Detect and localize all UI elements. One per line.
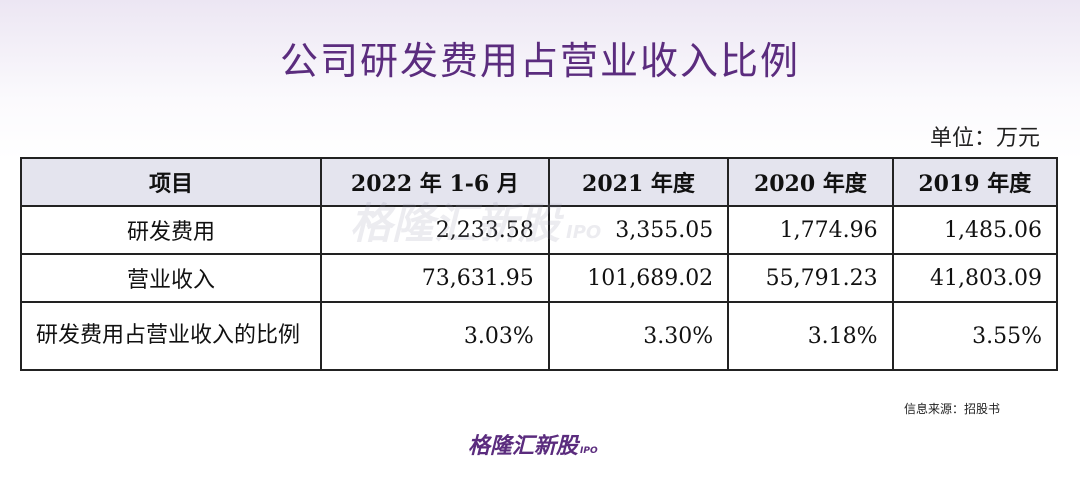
cell: 2,233.58: [320, 205, 550, 255]
cell: 1,774.96: [727, 205, 894, 255]
title: 公司研发费用占营业收入比例: [279, 39, 800, 83]
cell: 73,631.95: [320, 253, 550, 303]
cell: 55,791.23: [727, 253, 894, 303]
cell: 101,689.02: [547, 253, 730, 303]
row-label: 研发费用占营业收入的比例: [20, 301, 322, 371]
cell: 41,803.09: [891, 253, 1059, 303]
row-label: 研发费用: [20, 205, 322, 255]
watermark: 格隆汇新股 IPO: [350, 190, 601, 251]
watermark-text: 格隆汇新股: [350, 199, 561, 248]
column-header: 2019 年度: [891, 157, 1059, 207]
logo-tag: IPO: [580, 446, 598, 456]
cell: 3.30%: [547, 301, 730, 371]
source: 信息来源：招股书: [903, 402, 1000, 416]
unit: 单位：万元: [929, 126, 1040, 151]
row: 研发费用 2,233.58 3,355.05 1,774.96 1,485.06: [20, 205, 1059, 255]
column-header: 2020 年度: [727, 157, 894, 207]
row: 营业收入 73,631.95 101,689.02 55,791.23 41,8…: [20, 253, 1059, 303]
logo-text: 格隆汇新股: [468, 434, 579, 459]
column-header: 2021 年度: [547, 157, 730, 207]
cell: 3.55%: [891, 301, 1059, 371]
data-table: 项目 2022 年 1-6 月 2021 年度 2020 年度 2019 年度 …: [20, 157, 1059, 371]
cell: 3,355.05: [547, 205, 730, 255]
header-row: 项目 2022 年 1-6 月 2021 年度 2020 年度 2019 年度: [20, 157, 1059, 207]
row: 研发费用占营业收入的比例 3.03% 3.30% 3.18% 3.55%: [20, 301, 1059, 371]
watermark-tag: IPO: [566, 222, 602, 243]
column-header: 2022 年 1-6 月: [320, 157, 550, 207]
cell: 3.18%: [727, 301, 894, 371]
logo: 格隆汇新股 IPO: [468, 428, 598, 460]
cell: 1,485.06: [891, 205, 1059, 255]
row-label: 营业收入: [20, 253, 322, 303]
cell: 3.03%: [320, 301, 550, 371]
column-header: 项目: [20, 157, 322, 207]
